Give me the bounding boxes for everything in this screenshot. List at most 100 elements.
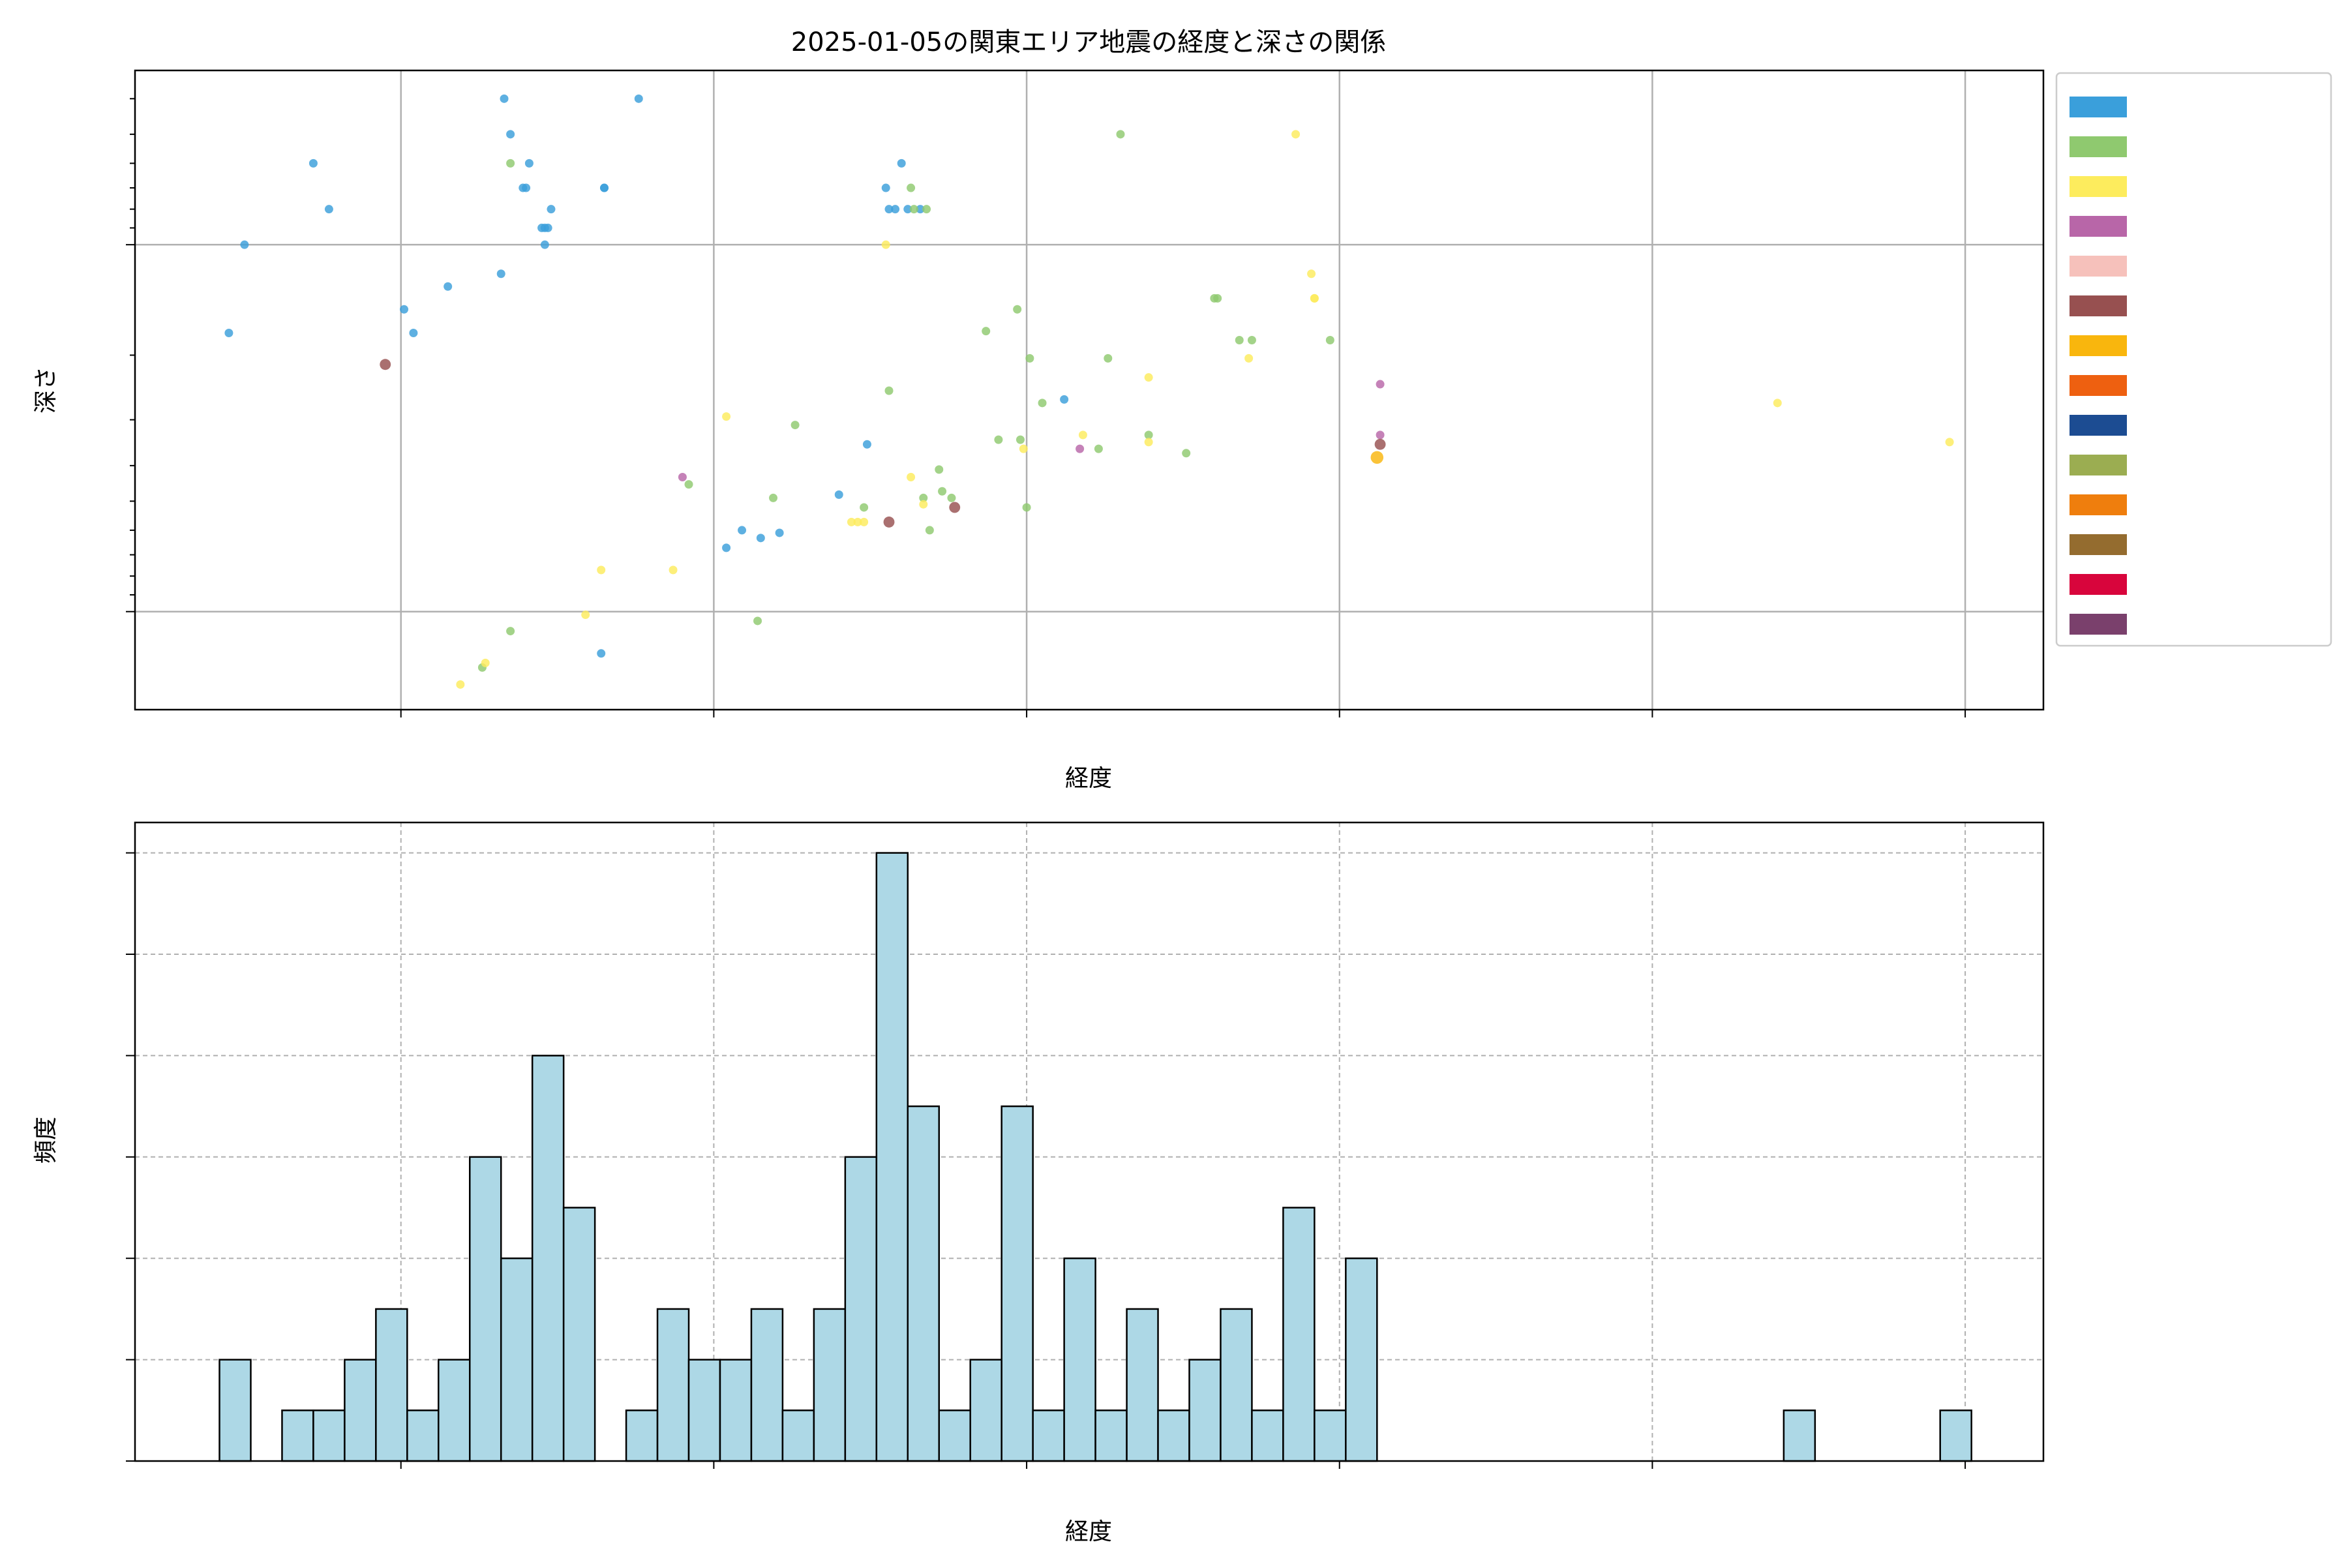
scatter-point — [1116, 130, 1125, 139]
histogram-bar — [1094, 1410, 1128, 1462]
scatter-point — [884, 205, 894, 214]
scatter-point — [738, 526, 747, 535]
histogram-bar — [1345, 1257, 1378, 1462]
scatter-point — [922, 205, 931, 214]
scatter-point — [1773, 399, 1782, 408]
scatter-point — [862, 440, 871, 449]
scatter-point — [1310, 294, 1319, 303]
scatter-point — [790, 421, 800, 430]
histogram-bar — [719, 1359, 753, 1462]
scatter-point — [847, 517, 856, 526]
scatter-point — [1213, 294, 1222, 303]
scatter-point — [506, 627, 515, 636]
scatter-point — [1144, 438, 1153, 447]
scatter-point — [881, 183, 890, 192]
histogram-bar — [406, 1410, 440, 1462]
scatter-point — [1038, 399, 1047, 408]
scatter-point — [524, 158, 534, 168]
legend-swatch — [2070, 375, 2127, 396]
scatter-point — [1060, 395, 1069, 404]
scatter-point — [860, 503, 869, 512]
scatter-point — [1013, 305, 1022, 314]
scatter-point — [1076, 444, 1085, 453]
histogram-bar — [1783, 1410, 1816, 1462]
histogram-bar — [218, 1359, 252, 1462]
scatter-point — [1291, 130, 1301, 139]
scatter-point — [775, 528, 784, 537]
scatter-y-axis-label: 深さ — [33, 367, 59, 414]
scatter-point — [240, 240, 249, 249]
scatter-point — [982, 327, 991, 336]
scatter-point — [907, 473, 916, 482]
legend-swatch — [2070, 415, 2127, 436]
scatter-point — [834, 490, 843, 499]
histogram-bar — [312, 1410, 346, 1462]
histogram-x-axis-label: 経度 — [1065, 1518, 1112, 1545]
legend-swatch — [2070, 216, 2127, 237]
histogram-bar — [438, 1359, 471, 1462]
scatter-point — [1078, 430, 1087, 440]
histogram-bar — [1126, 1308, 1159, 1462]
scatter-point — [634, 94, 643, 103]
scatter-point — [938, 487, 947, 496]
legend-swatch — [2070, 574, 2127, 595]
scatter-point — [380, 359, 391, 370]
scatter-point — [1376, 430, 1385, 440]
scatter-point — [506, 158, 515, 168]
histogram-bar — [750, 1308, 784, 1462]
scatter-point — [1370, 451, 1384, 464]
scatter-point — [925, 526, 934, 535]
histogram-bar — [562, 1207, 596, 1462]
histogram-bar — [1220, 1308, 1253, 1462]
scatter-point — [1247, 335, 1256, 344]
scatter-point — [722, 412, 731, 421]
scatter-point — [919, 500, 928, 509]
scatter-point — [309, 158, 318, 168]
scatter-point — [500, 94, 509, 103]
scatter-point — [540, 240, 549, 249]
histogram-bar — [844, 1156, 878, 1462]
histogram-bar — [1157, 1410, 1190, 1462]
histogram-bar — [1032, 1410, 1065, 1462]
scatter-point — [684, 480, 693, 489]
legend — [2055, 72, 2332, 647]
legend-swatch — [2070, 534, 2127, 555]
scatter-point — [409, 328, 418, 337]
scatter-point — [1094, 444, 1103, 453]
scatter-point — [581, 611, 590, 620]
scatter-point — [919, 493, 928, 502]
scatter-point — [496, 269, 505, 279]
legend-swatch — [2070, 614, 2127, 635]
scatter-plot — [126, 69, 2045, 717]
scatter-point — [907, 183, 916, 192]
scatter-x-axis-label: 経度 — [1065, 765, 1112, 792]
histogram-bar — [969, 1359, 1002, 1462]
legend-swatch — [2070, 97, 2127, 117]
scatter-point — [1019, 444, 1028, 453]
scatter-point — [853, 517, 862, 526]
scatter-point — [722, 543, 731, 552]
scatter-point — [1945, 438, 1954, 447]
histogram-bar — [938, 1410, 971, 1462]
histogram-bar — [468, 1156, 502, 1462]
scatter-point — [884, 386, 894, 395]
histogram-bar — [781, 1410, 815, 1462]
scatter-point — [1374, 438, 1386, 450]
legend-swatch — [2070, 256, 2127, 277]
scatter-point — [324, 205, 333, 214]
scatter-point — [456, 680, 465, 689]
histogram-bar — [687, 1359, 721, 1462]
scatter-point — [1244, 354, 1254, 363]
scatter-point — [400, 305, 409, 314]
histogram-y-axis-label: 頻度 — [33, 1117, 59, 1164]
histogram-bar — [1001, 1105, 1034, 1462]
histogram-bar — [1188, 1359, 1222, 1462]
scatter-point — [597, 565, 606, 575]
scatter-point — [916, 205, 925, 214]
scatter-point — [1235, 335, 1244, 344]
legend-swatch — [2070, 295, 2127, 316]
scatter-point — [935, 465, 944, 474]
scatter-point — [1022, 503, 1031, 512]
histogram-bar — [656, 1308, 690, 1462]
